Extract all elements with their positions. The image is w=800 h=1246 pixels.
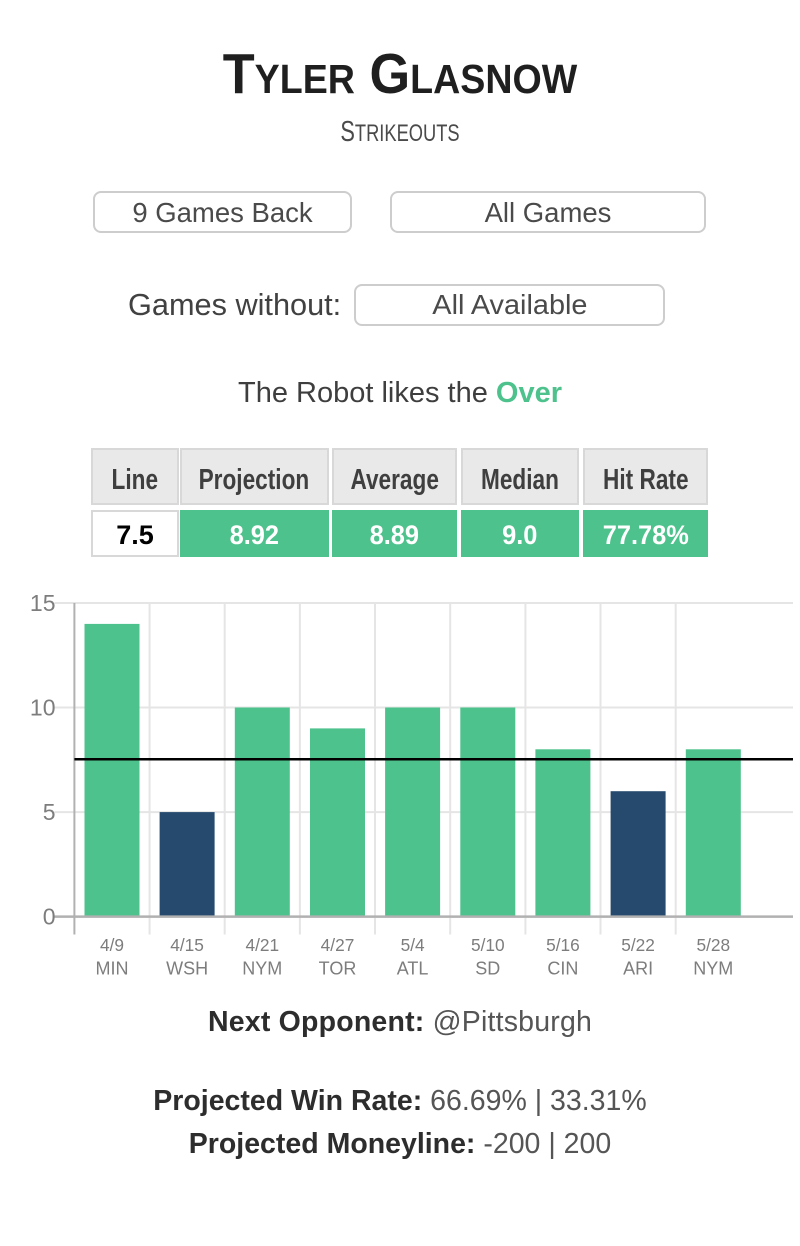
svg-text:4/21: 4/21 [245, 935, 279, 955]
svg-text:NYM: NYM [242, 959, 282, 979]
svg-text:4/9: 4/9 [100, 935, 124, 955]
svg-text:0: 0 [43, 904, 56, 930]
svg-text:NYM: NYM [693, 959, 733, 979]
svg-text:4/27: 4/27 [321, 935, 355, 955]
svg-text:4/15: 4/15 [170, 935, 204, 955]
svg-text:CIN: CIN [547, 959, 578, 979]
svg-text:5/22: 5/22 [621, 935, 655, 955]
svg-text:SD: SD [475, 959, 500, 979]
svg-text:5/4: 5/4 [401, 935, 425, 955]
svg-text:5: 5 [43, 799, 56, 825]
svg-text:15: 15 [30, 590, 56, 616]
svg-text:10: 10 [30, 695, 56, 721]
svg-text:MIN: MIN [96, 959, 129, 979]
svg-text:ARI: ARI [623, 959, 653, 979]
svg-text:5/16: 5/16 [546, 935, 580, 955]
svg-text:TOR: TOR [319, 959, 357, 979]
svg-text:ATL: ATL [397, 959, 429, 979]
svg-text:5/10: 5/10 [471, 935, 505, 955]
svg-text:WSH: WSH [166, 959, 208, 979]
svg-text:5/28: 5/28 [696, 935, 730, 955]
